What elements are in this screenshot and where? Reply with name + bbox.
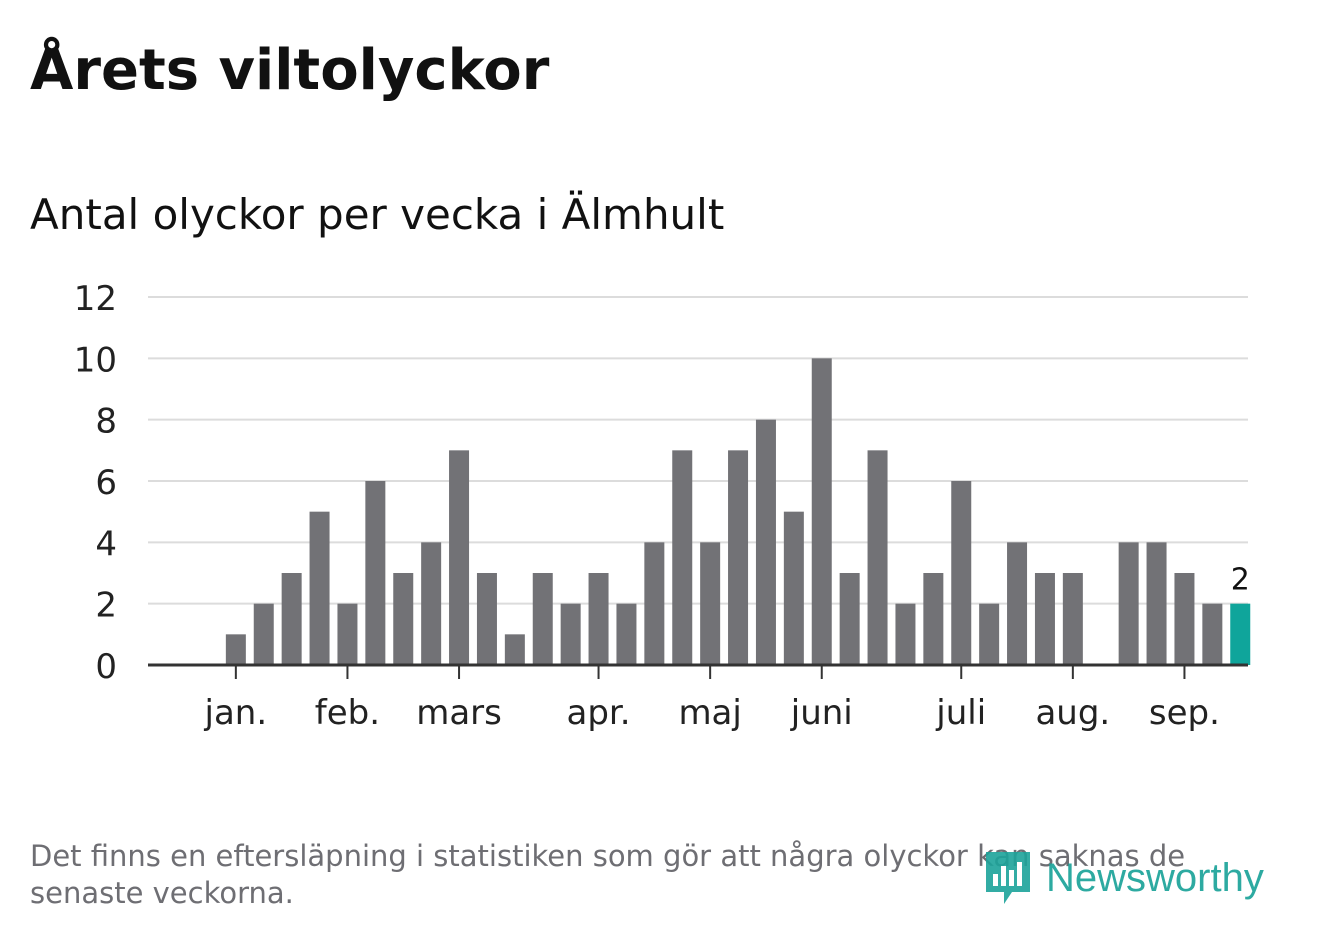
bar: [811, 358, 832, 665]
x-tick-label: mars: [416, 693, 502, 733]
bar: [532, 573, 553, 665]
bar: [616, 603, 637, 665]
bar: [393, 573, 414, 665]
bar: [867, 450, 888, 665]
bar: [700, 542, 721, 665]
bar: [839, 573, 860, 665]
y-tick-label: 2: [95, 586, 117, 626]
bar: [253, 603, 274, 665]
bar-highlight: [1230, 603, 1251, 665]
x-tick-label: juni: [790, 693, 853, 733]
bar: [895, 603, 916, 665]
bar: [1146, 542, 1167, 665]
bar-chart-pin-icon: [986, 852, 1030, 904]
x-tick-label: sep.: [1149, 693, 1220, 733]
bar: [1202, 603, 1223, 665]
y-axis-ticks: 0 2 4 6 8 10 12: [74, 279, 117, 687]
bar: [672, 450, 693, 665]
bar: [951, 481, 972, 665]
bar: [365, 481, 386, 665]
bar: [644, 542, 665, 665]
bar-chart: 0 2 4 6 8 10 12 jan. feb. mars apr. maj juni juli aug…: [74, 279, 1251, 733]
bar: [728, 450, 749, 665]
bars: [225, 358, 1251, 665]
y-tick-label: 6: [95, 463, 117, 503]
bar: [588, 573, 609, 665]
bar: [476, 573, 497, 665]
bar: [560, 603, 581, 665]
y-tick-label: 0: [95, 647, 117, 687]
bar: [979, 603, 1000, 665]
logo-text: Newsworthy: [1046, 855, 1264, 900]
y-tick-label: 8: [95, 402, 117, 442]
bar: [309, 511, 330, 665]
bar: [1007, 542, 1028, 665]
bar: [1118, 542, 1139, 665]
bar: [783, 511, 804, 665]
data-label: 2: [1231, 563, 1250, 598]
bar: [421, 542, 442, 665]
bar: [1034, 573, 1055, 665]
x-axis: jan. feb. mars apr. maj juni juli aug. sep.: [148, 663, 1248, 733]
bar: [281, 573, 302, 665]
bar: [504, 634, 525, 665]
x-tick-label: feb.: [315, 693, 380, 733]
gridlines: [148, 296, 1248, 605]
bar: [1062, 573, 1083, 665]
x-tick-label: juli: [935, 693, 986, 733]
x-tick-label: aug.: [1035, 693, 1110, 733]
bar: [755, 419, 776, 665]
bar: [1174, 573, 1195, 665]
bar: [225, 634, 246, 665]
data-labels: 2: [1231, 563, 1250, 598]
chart-subtitle: Antal olyckor per vecka i Älmhult: [30, 190, 725, 239]
x-tick-label: apr.: [567, 693, 631, 733]
chart-title: Årets viltolyckor: [30, 38, 550, 103]
y-tick-label: 12: [74, 279, 117, 319]
bar: [923, 573, 944, 665]
newsworthy-logo: Newsworthy: [982, 848, 1264, 908]
y-tick-label: 10: [74, 340, 117, 380]
bar: [449, 450, 470, 665]
x-tick-label: maj: [678, 693, 741, 733]
bar: [337, 603, 358, 665]
y-tick-label: 4: [95, 524, 117, 564]
x-tick-label: jan.: [204, 693, 268, 733]
